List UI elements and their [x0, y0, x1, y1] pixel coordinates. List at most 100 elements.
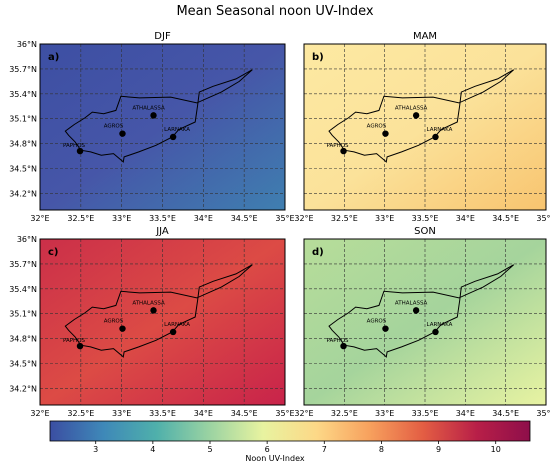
x-tick-label: 32.5°E	[331, 214, 358, 223]
station-marker	[119, 130, 126, 137]
station-label: LARNAKA	[427, 127, 453, 133]
cyprus-coastline	[64, 69, 253, 163]
figure-title: Mean Seasonal noon UV-Index	[176, 4, 374, 19]
x-tick-label: 34°E	[194, 214, 213, 223]
colorbar: 3 4 5 6 7 8 9 10	[49, 420, 531, 454]
panel-season-title: JJA	[155, 226, 169, 237]
station-label: AGROS	[367, 319, 387, 325]
station-label: AGROS	[104, 124, 124, 130]
station-marker	[150, 307, 157, 314]
panel-season-title: SON	[414, 226, 436, 237]
y-tick-label: 34.5°N	[9, 165, 37, 174]
station-label: ATHALASSA	[395, 300, 428, 306]
y-tick-label: 34.8°N	[9, 335, 37, 344]
station-marker	[340, 342, 347, 350]
station-label: PAPHOS	[327, 338, 350, 344]
x-tick-label: 34°E	[456, 409, 475, 418]
y-tick-label: 35.7°N	[9, 65, 37, 74]
station-label: AGROS	[367, 124, 387, 130]
panel-djf: ATHALASSA AGROS LARNAKA PAPHOS a) DJF 32°E 32.5…	[9, 31, 294, 223]
colorbar-gradient	[49, 420, 531, 442]
station-marker	[432, 328, 439, 336]
cyprus-coastline	[328, 264, 515, 358]
panel-frame	[303, 238, 547, 406]
x-tick-label: 33°E	[112, 409, 131, 418]
station-label: PAPHOS	[327, 143, 350, 149]
station-marker	[169, 328, 177, 336]
x-tick-label: 33.5°E	[412, 214, 439, 223]
colorbar-tick-label: 7	[322, 445, 327, 454]
x-tick-label: 35°E	[275, 409, 294, 418]
x-tick-label: 35°E	[536, 409, 550, 418]
y-tick-label: 35.1°N	[9, 310, 37, 319]
colorbar-tick-label: 3	[93, 445, 98, 454]
y-tick-label: 35.7°N	[9, 260, 37, 269]
x-tick-label: 33.5°E	[412, 409, 439, 418]
station-marker	[119, 325, 126, 332]
station-label: LARNAKA	[164, 127, 190, 133]
panel-letter: d)	[312, 247, 324, 258]
x-tick-label: 34.5°E	[492, 214, 519, 223]
x-tick-label: 32.5°E	[67, 409, 94, 418]
panel-letter: b)	[312, 52, 324, 63]
panel-letter: c)	[48, 247, 59, 258]
y-tick-label: 34.5°N	[9, 360, 37, 369]
x-tick-label: 32°E	[30, 214, 49, 223]
x-tick-label: 33°E	[375, 409, 394, 418]
station-marker	[76, 342, 84, 350]
cyprus-coastline	[64, 264, 253, 358]
y-tick-label: 34.2°N	[9, 384, 37, 393]
panel-letter: a)	[48, 52, 59, 63]
station-label: LARNAKA	[427, 322, 453, 328]
x-tick-label: 34°E	[456, 214, 475, 223]
station-marker	[169, 133, 177, 141]
station-label: LARNAKA	[164, 322, 190, 328]
cyprus-coastline	[328, 69, 515, 163]
x-tick-label: 32°E	[294, 214, 313, 223]
colorbar-tick-label: 5	[207, 445, 212, 454]
y-tick-label: 34.2°N	[9, 189, 37, 198]
station-marker	[340, 147, 347, 155]
y-tick-label: 34.8°N	[9, 140, 37, 149]
colorbar-tick-label: 6	[265, 445, 270, 454]
x-tick-label: 33°E	[112, 214, 131, 223]
station-label: ATHALASSA	[132, 300, 165, 306]
x-tick-label: 34°E	[194, 409, 213, 418]
x-tick-label: 35°E	[275, 214, 294, 223]
x-tick-label: 33.5°E	[149, 409, 176, 418]
panel-jja: ATHALASSA AGROS LARNAKA PAPHOS c) JJA 32°E 32.5…	[9, 226, 294, 418]
y-tick-label: 35.1°N	[9, 115, 37, 124]
panel-frame	[303, 43, 547, 211]
x-tick-label: 34.5°E	[231, 214, 258, 223]
station-marker	[432, 133, 439, 141]
y-tick-label: 36°N	[17, 40, 37, 49]
x-tick-label: 34.5°E	[492, 409, 519, 418]
panel-son: ATHALASSA AGROS LARNAKA PAPHOS d) SON 32°E 32.5…	[294, 226, 550, 418]
x-tick-label: 32°E	[30, 409, 49, 418]
station-label: AGROS	[104, 319, 124, 325]
x-tick-label: 32.5°E	[67, 214, 94, 223]
station-marker	[382, 325, 389, 332]
x-tick-label: 33.5°E	[149, 214, 176, 223]
colorbar-tick-label: 4	[150, 445, 155, 454]
panel-frame	[39, 43, 286, 211]
y-tick-label: 35.4°N	[9, 285, 37, 294]
station-marker	[382, 130, 389, 137]
station-label: PAPHOS	[63, 143, 86, 149]
colorbar-label: Noon UV-Index	[245, 454, 305, 463]
x-tick-label: 33°E	[375, 214, 394, 223]
colorbar-tick-label: 8	[379, 445, 384, 454]
colorbar-tick-label: 10	[491, 445, 501, 454]
x-tick-label: 32.5°E	[331, 409, 358, 418]
station-marker	[412, 307, 420, 314]
x-tick-label: 32°E	[294, 409, 313, 418]
panel-mam: ATHALASSA AGROS LARNAKA PAPHOS b) MAM 32°E 32.5…	[294, 31, 550, 223]
y-tick-label: 35.4°N	[9, 90, 37, 99]
colorbar-tick-label: 9	[436, 445, 441, 454]
x-tick-label: 35°E	[536, 214, 550, 223]
panel-frame	[39, 238, 286, 406]
y-tick-label: 36°N	[17, 235, 37, 244]
panel-season-title: DJF	[154, 31, 171, 42]
station-label: ATHALASSA	[132, 105, 165, 111]
